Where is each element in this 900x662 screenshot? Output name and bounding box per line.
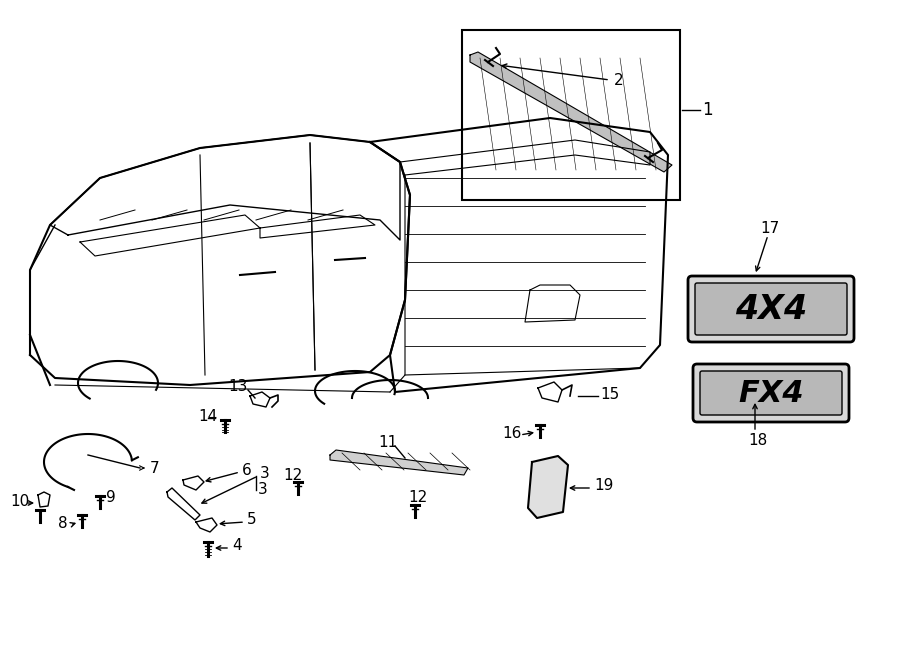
Bar xyxy=(462,30,680,200)
Polygon shape xyxy=(330,450,468,475)
Text: 11: 11 xyxy=(378,434,397,449)
Polygon shape xyxy=(528,456,568,518)
Text: 13: 13 xyxy=(228,379,248,393)
Text: 19: 19 xyxy=(594,479,614,493)
Text: 17: 17 xyxy=(760,220,779,236)
Text: 6: 6 xyxy=(242,463,252,477)
Text: 16: 16 xyxy=(502,426,521,440)
Text: 9: 9 xyxy=(106,491,116,506)
Text: 15: 15 xyxy=(600,387,619,401)
Text: 3: 3 xyxy=(258,483,268,498)
Text: 4: 4 xyxy=(232,538,241,553)
FancyBboxPatch shape xyxy=(700,371,842,415)
FancyBboxPatch shape xyxy=(688,276,854,342)
Text: 5: 5 xyxy=(247,512,256,528)
Text: 12: 12 xyxy=(408,491,427,506)
Text: 1: 1 xyxy=(702,101,713,119)
FancyBboxPatch shape xyxy=(695,283,847,335)
Text: 14: 14 xyxy=(198,408,217,424)
Text: 10: 10 xyxy=(10,493,30,508)
Polygon shape xyxy=(470,52,672,172)
Text: FX4: FX4 xyxy=(738,379,804,408)
Text: 2: 2 xyxy=(614,73,624,87)
Text: 18: 18 xyxy=(748,432,767,448)
Text: 3: 3 xyxy=(260,467,270,481)
Text: 7: 7 xyxy=(150,461,159,475)
Text: 4X4: 4X4 xyxy=(735,293,807,326)
Text: 8: 8 xyxy=(58,516,68,530)
Text: 12: 12 xyxy=(283,467,302,483)
FancyBboxPatch shape xyxy=(693,364,849,422)
